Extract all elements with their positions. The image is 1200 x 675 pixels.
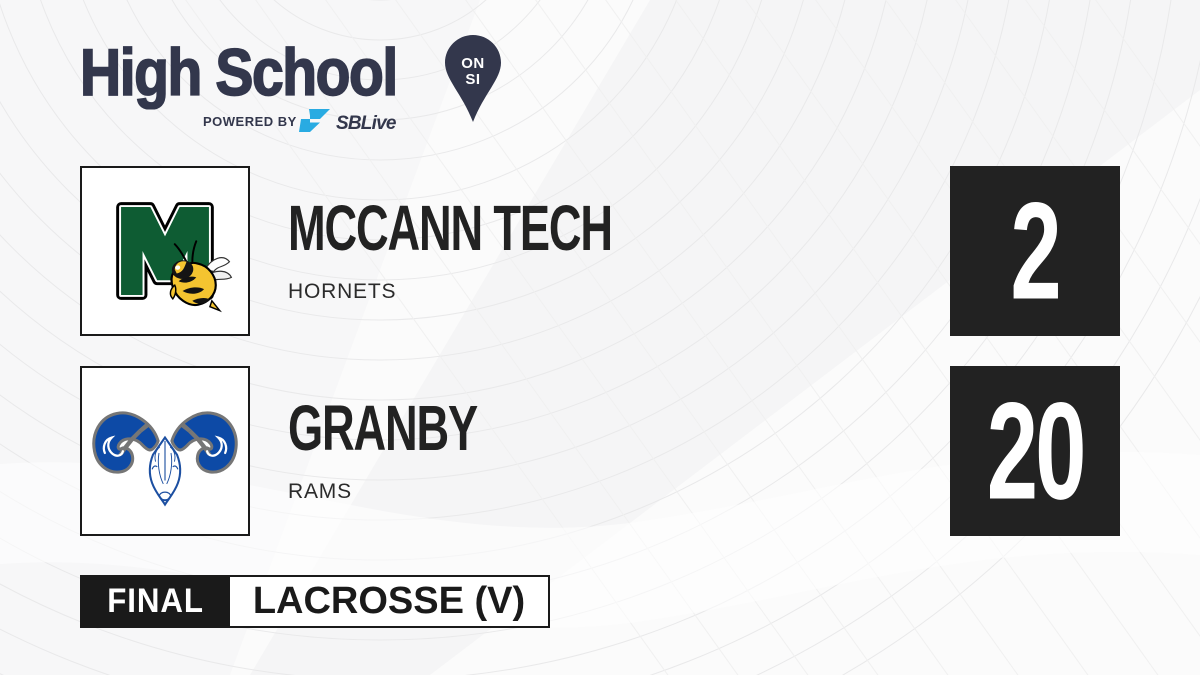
svg-text:SI: SI xyxy=(466,71,481,88)
svg-text:SBLive: SBLive xyxy=(336,113,397,134)
svg-text:ON: ON xyxy=(462,55,486,72)
